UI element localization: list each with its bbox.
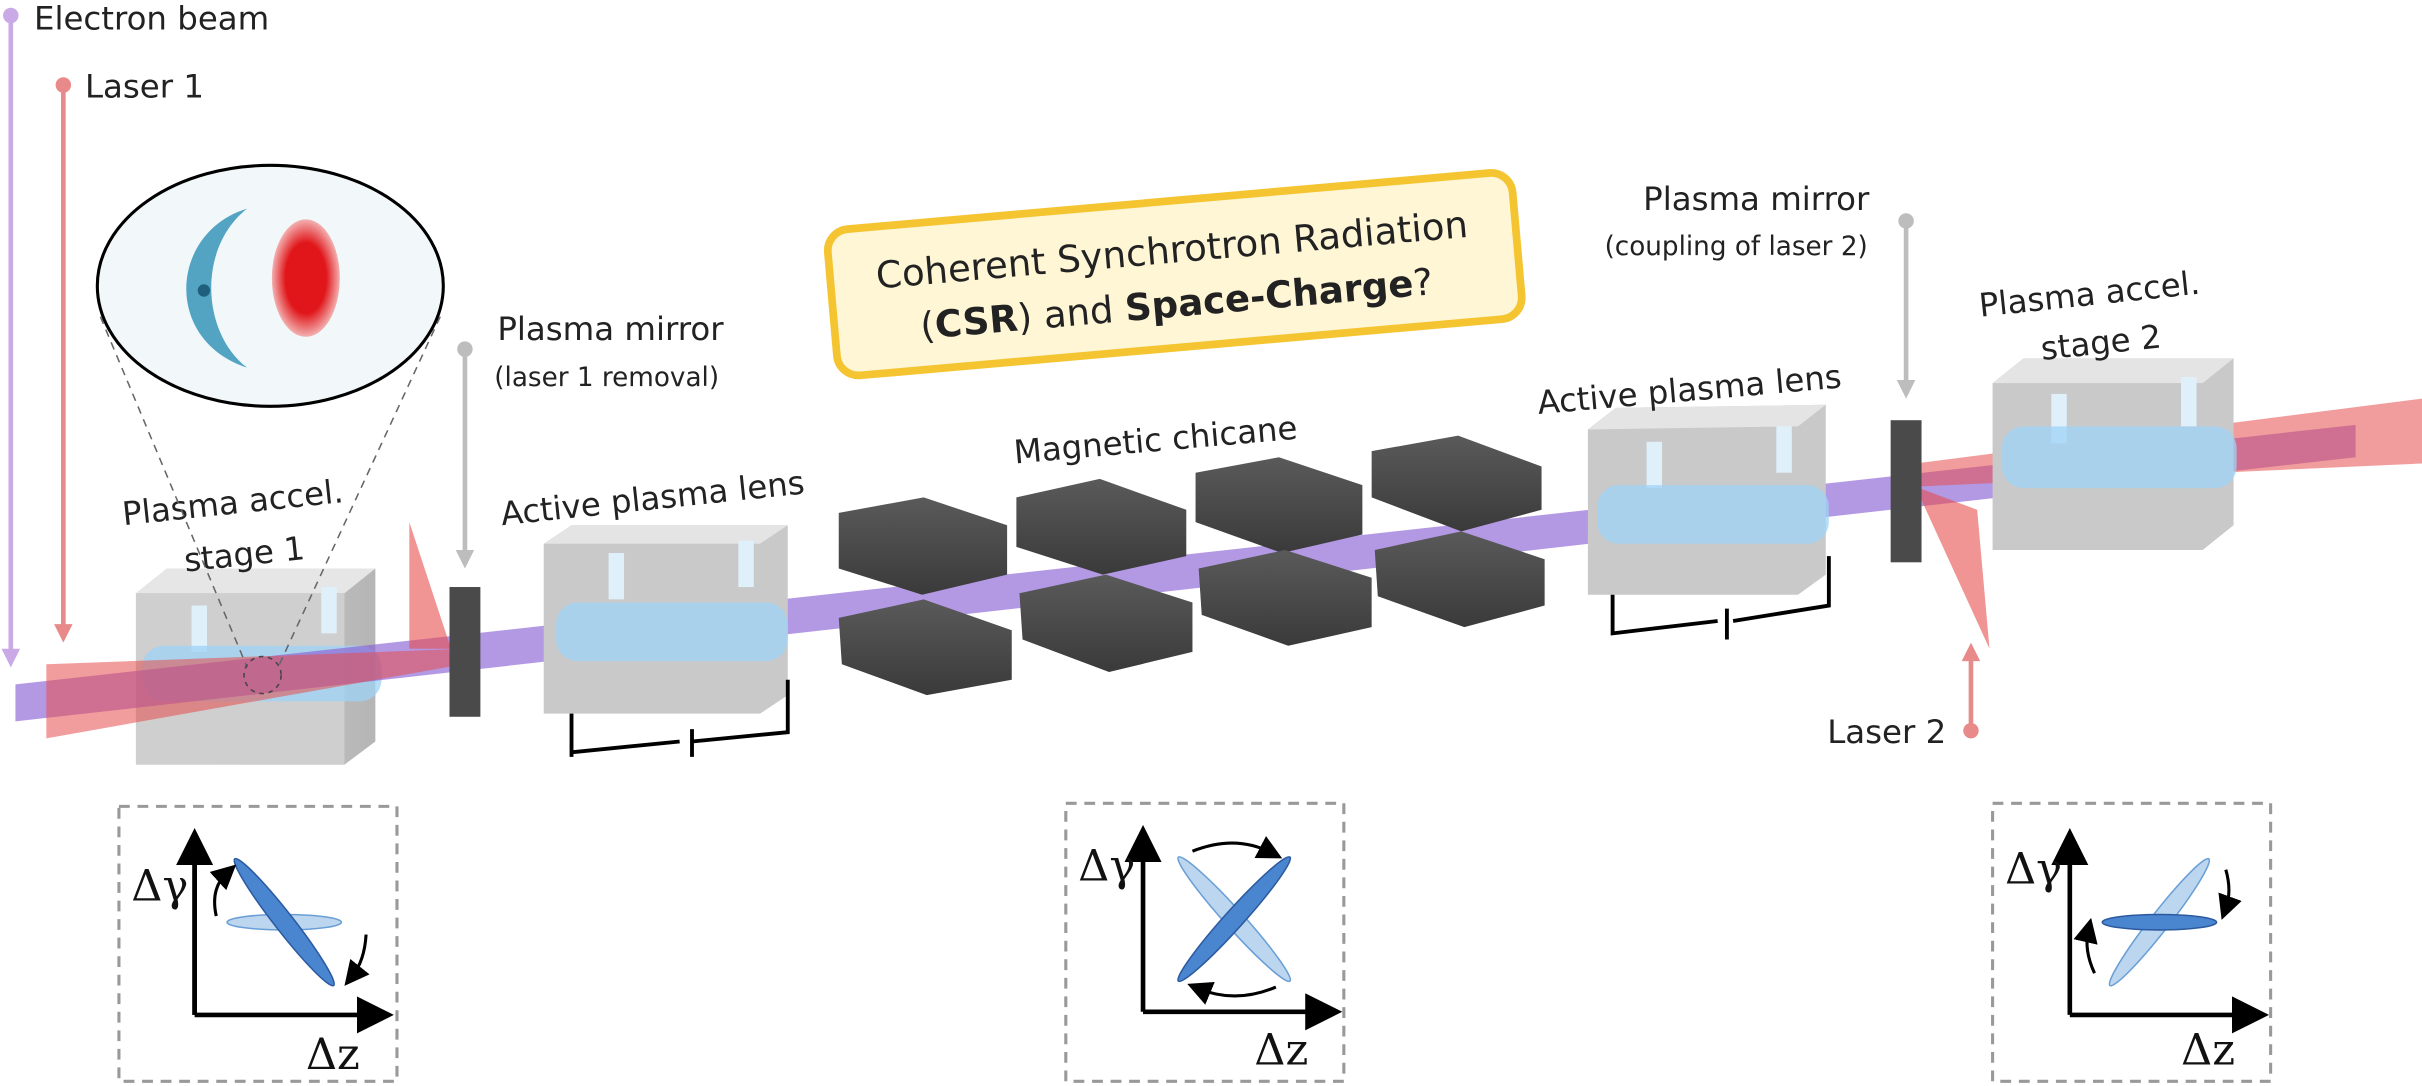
mirror-1-note: (laser 1 removal) xyxy=(494,363,719,393)
mirror-2-indicator xyxy=(1897,213,1916,398)
laser-2-label: Laser 2 xyxy=(1827,713,1946,751)
stage-2-label-1: Plasma accel. xyxy=(1977,264,2202,325)
phase-1-x-label: Δz xyxy=(306,1030,360,1080)
electron-beam-indicator xyxy=(2,8,21,668)
phase-3-x-label: Δz xyxy=(2181,1025,2235,1075)
page: Plasma accelerator beamline {"labels": {… xyxy=(0,0,2422,1086)
laser-2-indicator xyxy=(1962,643,1981,739)
plasma-mirror-1 xyxy=(449,587,480,717)
active-plasma-lens-2 xyxy=(1588,405,1829,640)
body: Electron beam Laser 1 Plasma mirror (las… xyxy=(0,0,2422,1086)
laser-1-label: Laser 1 xyxy=(85,67,204,105)
active-plasma-lens-1 xyxy=(544,525,788,757)
electron-beam-label: Electron beam xyxy=(34,0,269,37)
callout-bold: CSR xyxy=(933,297,1020,347)
phase-3-y-label: Δγ xyxy=(2005,845,2062,895)
laser-2-injection xyxy=(1915,487,1989,649)
laser-1-indicator xyxy=(54,77,73,642)
mirror-1-title: Plasma mirror xyxy=(497,310,724,348)
mirror-1-indicator xyxy=(456,341,475,568)
phase-2-y-label: Δγ xyxy=(1078,842,1135,892)
plasma-stage-2 xyxy=(1993,358,2237,550)
callout-text: ? xyxy=(1411,260,1434,305)
mirror-2-note: (coupling of laser 2) xyxy=(1605,232,1868,262)
mirror-2-title: Plasma mirror xyxy=(1643,180,1870,218)
stage-1-label-1: Plasma accel. xyxy=(120,472,345,533)
callout: Coherent Synchrotron Radiation (CSR) and… xyxy=(826,171,1524,377)
phase-2-x-label: Δz xyxy=(1254,1025,1308,1075)
lens-1-label: Active plasma lens xyxy=(499,464,806,534)
laser-1-reflection xyxy=(409,522,451,649)
phase-1-y-label: Δγ xyxy=(131,862,188,912)
diagram: Electron beam Laser 1 Plasma mirror (las… xyxy=(0,0,2422,1086)
plasma-mirror-2 xyxy=(1891,420,1922,562)
